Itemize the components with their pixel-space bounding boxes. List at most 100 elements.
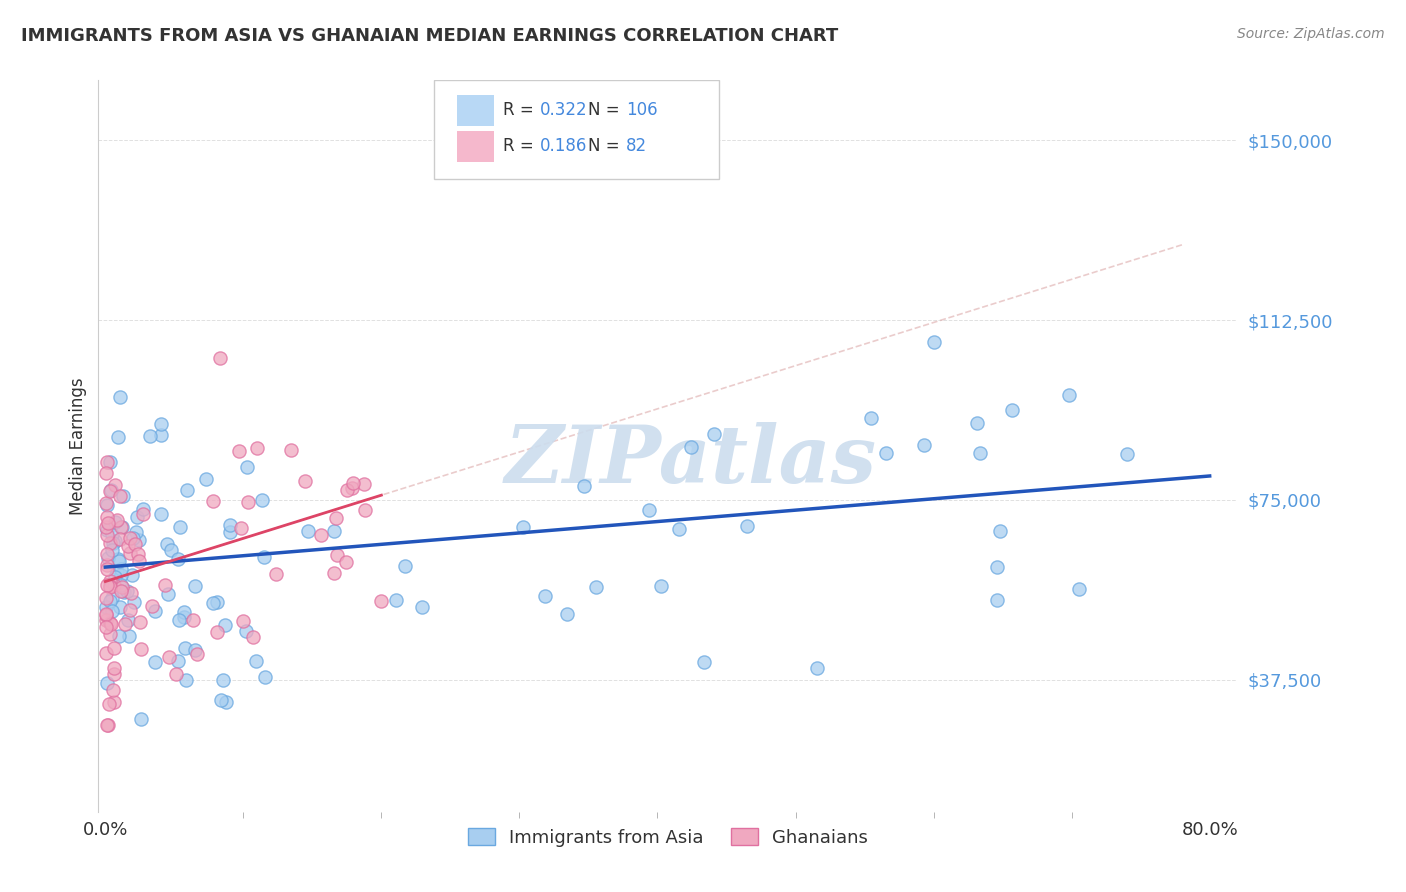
Point: [110, 584, 132, 599]
Point: [326, 548, 349, 562]
Point: [117, 613, 139, 627]
Text: ZIPatlas: ZIPatlas: [505, 422, 877, 500]
Point: [169, 613, 191, 627]
Point: [97, 516, 120, 530]
Point: [914, 437, 936, 451]
Point: [585, 580, 607, 594]
Point: [108, 532, 131, 546]
Point: [98, 626, 121, 640]
Point: [110, 567, 132, 582]
Point: [252, 493, 274, 508]
Point: [156, 536, 179, 550]
Point: [533, 589, 555, 603]
Point: [128, 554, 150, 568]
Point: [1069, 582, 1091, 596]
Point: [988, 524, 1011, 538]
Point: [342, 481, 364, 495]
Point: [120, 603, 142, 617]
Text: N =: N =: [588, 137, 626, 155]
Point: [101, 536, 124, 550]
Text: N =: N =: [588, 101, 626, 119]
Point: [125, 510, 148, 524]
Point: [201, 596, 224, 610]
Point: [94, 607, 117, 622]
Point: [111, 489, 134, 503]
Point: [104, 570, 127, 584]
Point: [114, 617, 136, 632]
Point: [512, 519, 534, 533]
Point: [96, 718, 118, 732]
Point: [110, 520, 132, 534]
Point: [96, 523, 118, 537]
Point: [143, 655, 166, 669]
Point: [167, 654, 190, 668]
Point: [184, 579, 207, 593]
Point: [103, 666, 125, 681]
Point: [242, 630, 264, 644]
Point: [650, 579, 672, 593]
Point: [141, 599, 163, 614]
Point: [94, 519, 117, 533]
Point: [98, 484, 121, 499]
Point: [218, 525, 240, 540]
Point: [215, 695, 238, 709]
Point: [1057, 387, 1080, 401]
Point: [120, 586, 142, 600]
Point: [103, 695, 125, 709]
Point: [105, 565, 128, 579]
Point: [280, 442, 302, 457]
Point: [150, 507, 173, 521]
Point: [166, 552, 188, 566]
Point: [104, 478, 127, 492]
Point: [118, 629, 141, 643]
Point: [160, 543, 183, 558]
Point: [411, 600, 433, 615]
Point: [173, 606, 195, 620]
Point: [96, 455, 118, 469]
Point: [264, 567, 287, 582]
Point: [209, 692, 232, 706]
Point: [235, 624, 257, 638]
Point: [174, 640, 197, 655]
Point: [228, 444, 250, 458]
Point: [101, 683, 124, 698]
Point: [96, 561, 118, 575]
Point: [122, 531, 145, 545]
Point: [219, 517, 242, 532]
Point: [201, 493, 224, 508]
Point: [94, 646, 117, 660]
Text: R =: R =: [503, 137, 538, 155]
Point: [966, 416, 988, 430]
FancyBboxPatch shape: [457, 131, 494, 162]
Point: [986, 592, 1008, 607]
Y-axis label: Median Earnings: Median Earnings: [69, 377, 87, 515]
Point: [668, 522, 690, 536]
Point: [253, 549, 276, 564]
Point: [143, 604, 166, 618]
Point: [118, 531, 141, 545]
Point: [101, 591, 124, 605]
Point: [112, 585, 135, 599]
Point: [229, 521, 252, 535]
Point: [138, 429, 160, 443]
Point: [149, 428, 172, 442]
Point: [157, 649, 180, 664]
Point: [103, 640, 125, 655]
Point: [186, 647, 208, 661]
Point: [353, 476, 375, 491]
Text: 0.186: 0.186: [540, 137, 588, 155]
Point: [150, 417, 173, 432]
Point: [555, 607, 578, 621]
Point: [117, 539, 139, 553]
Point: [111, 580, 134, 594]
Point: [572, 478, 595, 492]
Point: [294, 474, 316, 488]
Point: [94, 600, 117, 615]
Point: [297, 524, 319, 539]
Point: [336, 483, 359, 498]
Point: [120, 546, 142, 560]
Point: [98, 580, 121, 594]
Point: [184, 643, 207, 657]
Point: [98, 697, 121, 711]
Point: [94, 619, 117, 633]
